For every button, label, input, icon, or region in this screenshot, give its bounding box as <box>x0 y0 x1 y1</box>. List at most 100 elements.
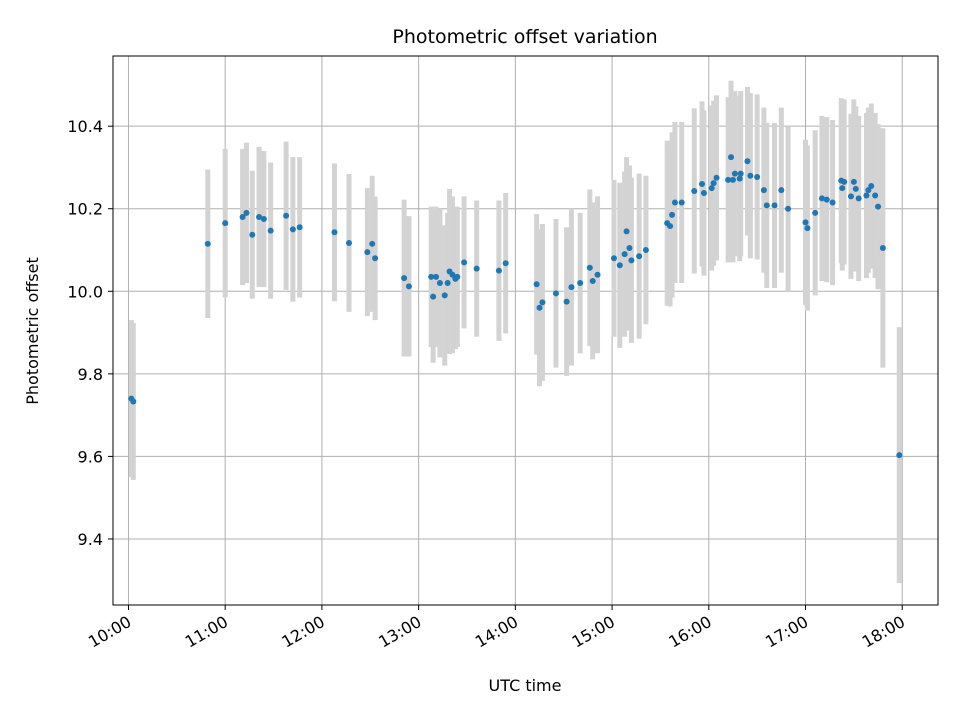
data-point <box>667 223 674 230</box>
data-point <box>372 255 379 262</box>
data-point <box>533 281 540 288</box>
data-point <box>823 196 830 203</box>
data-point <box>713 174 720 181</box>
data-point <box>760 187 767 194</box>
y-tick-label: 9.6 <box>78 447 103 466</box>
data-point <box>812 209 819 216</box>
data-point <box>586 264 593 271</box>
data-point <box>364 249 371 256</box>
data-points <box>128 154 903 459</box>
data-point <box>847 193 854 200</box>
y-tick-label: 10.2 <box>67 200 103 219</box>
data-point <box>495 267 502 274</box>
data-point <box>636 253 643 260</box>
data-point <box>802 219 809 226</box>
data-point <box>331 229 338 236</box>
data-point <box>568 284 575 291</box>
data-point <box>829 199 836 206</box>
data-point <box>763 202 770 209</box>
data-point <box>502 260 509 267</box>
data-point <box>536 304 543 311</box>
data-point <box>345 239 352 246</box>
data-point <box>473 265 480 272</box>
data-point <box>610 255 617 262</box>
y-axis-ticks: 9.4 9.6 9.8 10.0 10.2 10.4 <box>67 117 113 549</box>
data-point <box>804 225 811 232</box>
data-point <box>839 185 846 192</box>
data-point <box>433 273 440 280</box>
data-point <box>818 195 825 202</box>
data-point <box>296 224 303 231</box>
data-point <box>626 244 633 251</box>
data-point <box>678 199 685 206</box>
y-tick-label: 10.4 <box>67 117 103 136</box>
data-point <box>441 292 448 299</box>
y-tick-label: 9.8 <box>78 365 103 384</box>
data-point <box>747 172 754 179</box>
data-point <box>204 240 211 247</box>
data-point <box>728 154 735 161</box>
data-point <box>708 185 715 192</box>
data-point <box>401 275 408 282</box>
data-point <box>256 213 263 220</box>
data-point <box>863 192 870 199</box>
data-point <box>267 227 274 234</box>
data-point <box>736 175 743 182</box>
data-point <box>731 170 738 177</box>
data-point <box>589 277 596 284</box>
data-point <box>461 259 468 266</box>
data-point <box>744 158 751 165</box>
data-point <box>710 180 717 187</box>
data-point <box>642 247 649 254</box>
data-point <box>700 190 707 197</box>
data-point <box>249 231 256 238</box>
data-point <box>454 273 461 280</box>
data-point <box>239 213 246 220</box>
data-point <box>850 178 857 185</box>
data-point <box>671 199 678 206</box>
data-point <box>879 244 886 251</box>
data-point <box>875 203 882 210</box>
data-point <box>552 290 559 297</box>
data-point <box>725 176 732 183</box>
x-axis-label: UTC time <box>489 676 562 695</box>
data-point <box>623 228 630 235</box>
data-point <box>628 257 635 264</box>
data-point <box>729 176 736 183</box>
data-point <box>699 180 706 187</box>
data-point <box>771 202 778 209</box>
data-point <box>852 185 859 192</box>
data-point <box>428 273 435 280</box>
data-point <box>260 216 267 223</box>
data-point <box>616 262 623 269</box>
data-point <box>737 170 744 177</box>
data-point <box>669 211 676 218</box>
y-tick-label: 9.4 <box>78 530 103 549</box>
data-point <box>405 283 412 290</box>
data-point <box>243 209 250 216</box>
data-point <box>754 173 761 180</box>
data-point <box>896 452 903 459</box>
y-axis-label: Photometric offset <box>23 257 42 405</box>
data-point <box>841 178 848 185</box>
data-point <box>855 195 862 202</box>
data-point <box>130 398 137 405</box>
data-point <box>594 271 601 278</box>
data-point <box>289 226 296 233</box>
data-point <box>778 187 785 194</box>
data-point <box>868 183 875 190</box>
data-point <box>436 280 443 287</box>
data-point <box>691 187 698 194</box>
data-point <box>563 298 570 305</box>
data-point <box>369 240 376 247</box>
chart-title: Photometric offset variation <box>392 26 657 48</box>
data-point <box>430 293 437 300</box>
data-point <box>222 220 229 227</box>
data-point <box>539 299 546 306</box>
data-point <box>621 251 628 258</box>
y-tick-label: 10.0 <box>67 282 103 301</box>
data-point <box>577 280 584 287</box>
data-point <box>283 212 290 219</box>
